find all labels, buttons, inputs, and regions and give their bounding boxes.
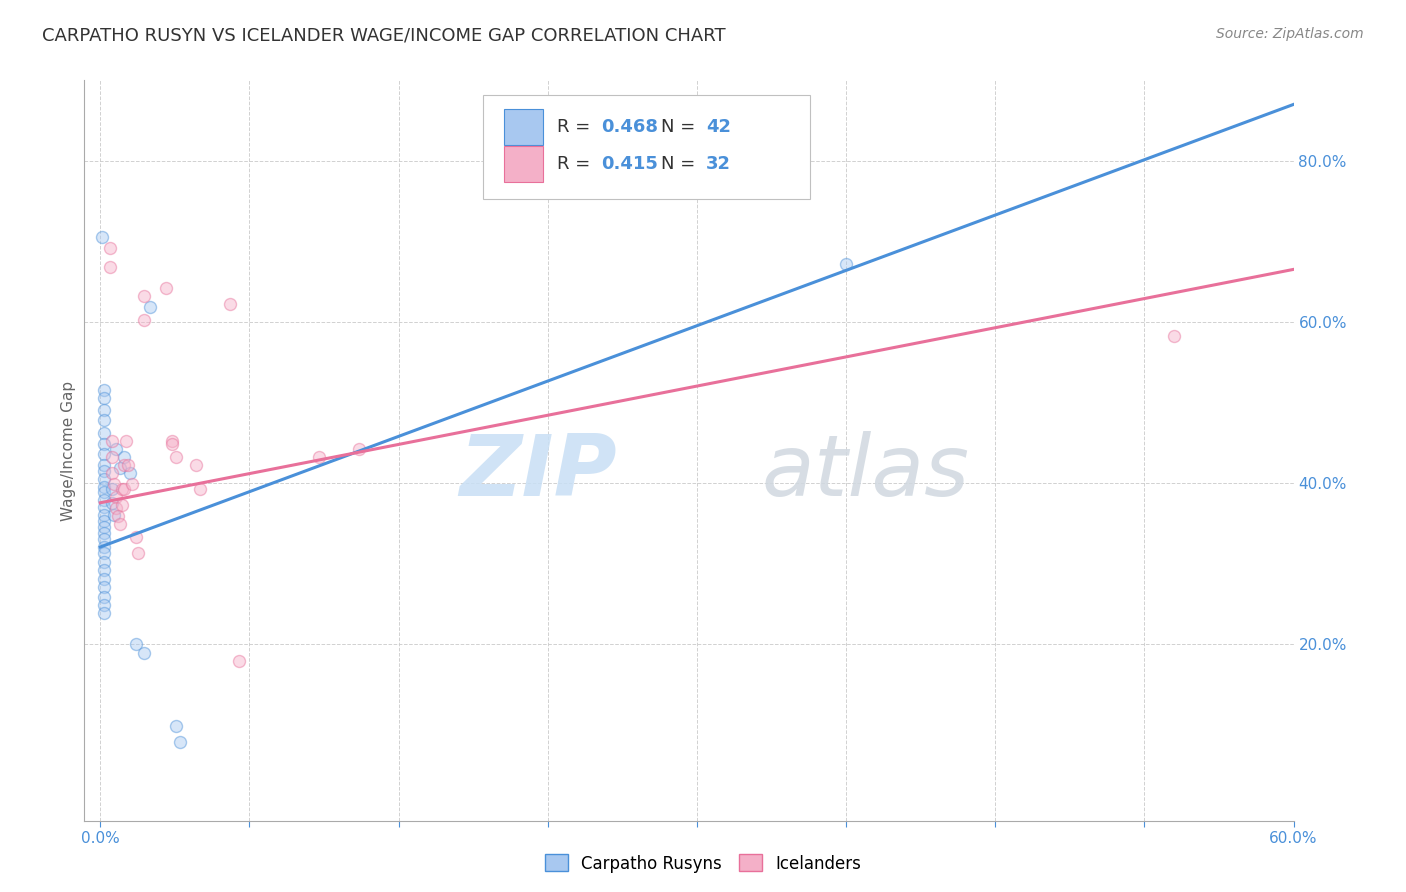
Point [93,532,115,546]
Point [160,434,183,448]
Point [93,493,115,508]
Point [155,281,177,295]
Point [125,637,148,651]
Point [91,230,114,244]
Point [93,508,115,522]
Point [112,450,135,464]
Point [101,434,124,448]
Point [93,554,115,569]
Point [93,598,115,612]
Point [1163,329,1185,343]
Point [93,520,115,534]
Point [188,482,211,496]
Point [93,590,115,604]
Point [93,546,115,560]
Point [184,458,207,472]
Point [93,383,115,397]
Text: 0.415: 0.415 [600,155,658,173]
Point [101,450,124,464]
Point [93,458,115,472]
Point [139,300,162,314]
Point [103,477,125,491]
Point [98,241,121,255]
Point [93,540,115,554]
Text: Source: ZipAtlas.com: Source: ZipAtlas.com [1216,27,1364,41]
Point [93,472,115,486]
Legend: Carpatho Rusyns, Icelanders: Carpatho Rusyns, Icelanders [538,847,868,880]
Point [93,580,115,594]
Point [228,654,250,668]
Point [117,458,139,472]
Point [111,498,134,512]
Point [93,485,115,500]
Point [308,450,330,464]
Y-axis label: Wage/Income Gap: Wage/Income Gap [60,380,76,521]
FancyBboxPatch shape [484,95,810,199]
Text: atlas: atlas [762,431,970,514]
Point [165,719,187,733]
Point [160,437,183,451]
Text: N =: N = [661,155,702,173]
Point [165,450,187,464]
Point [93,525,115,540]
Point [98,260,121,274]
Point [112,482,135,496]
Point [107,509,129,524]
Point [93,391,115,405]
Point [108,461,131,475]
Point [120,466,142,480]
FancyBboxPatch shape [503,109,543,145]
Point [132,289,155,303]
Point [105,490,128,504]
Point [93,514,115,528]
Point [93,425,115,440]
Point [93,437,115,451]
Point [105,442,128,456]
Text: 0.468: 0.468 [600,118,658,136]
Point [93,413,115,427]
Point [111,482,134,496]
Point [132,646,155,660]
Point [108,517,131,532]
Point [93,606,115,620]
Point [121,477,143,491]
Point [93,572,115,586]
Text: N =: N = [661,118,702,136]
Text: R =: R = [557,118,596,136]
Point [93,403,115,417]
Text: 32: 32 [706,155,731,173]
Point [103,508,125,522]
Point [105,501,128,516]
Point [112,458,135,472]
Point [93,464,115,478]
Text: 42: 42 [706,118,731,136]
Point [93,500,115,514]
Text: CARPATHO RUSYN VS ICELANDER WAGE/INCOME GAP CORRELATION CHART: CARPATHO RUSYN VS ICELANDER WAGE/INCOME … [42,27,725,45]
Point [115,434,138,448]
Point [347,442,370,456]
Point [169,735,191,749]
Text: R =: R = [557,155,596,173]
Point [218,297,240,311]
Point [93,480,115,494]
Point [101,482,124,496]
Point [93,448,115,462]
Point [835,257,858,271]
FancyBboxPatch shape [503,146,543,182]
Point [125,530,148,544]
Point [93,563,115,577]
Point [132,313,155,327]
Point [101,496,124,510]
Point [127,546,149,560]
Text: ZIP: ZIP [458,431,616,514]
Point [101,466,124,480]
